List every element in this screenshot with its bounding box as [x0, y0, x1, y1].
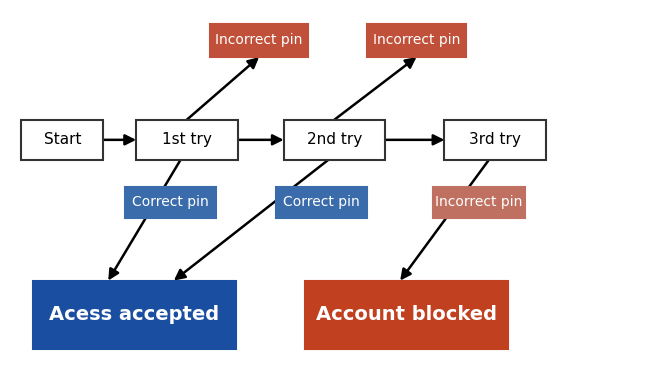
- FancyBboxPatch shape: [136, 120, 237, 160]
- Text: 1st try: 1st try: [162, 132, 212, 147]
- Text: 2nd try: 2nd try: [307, 132, 362, 147]
- FancyBboxPatch shape: [305, 281, 508, 349]
- Text: Incorrect pin: Incorrect pin: [215, 33, 303, 47]
- Text: Start: Start: [43, 132, 81, 147]
- Text: Incorrect pin: Incorrect pin: [435, 195, 523, 209]
- Text: Acess accepted: Acess accepted: [49, 305, 220, 324]
- Text: 3rd try: 3rd try: [469, 132, 522, 147]
- FancyBboxPatch shape: [276, 187, 367, 218]
- Text: Correct pin: Correct pin: [133, 195, 209, 209]
- FancyBboxPatch shape: [125, 187, 216, 218]
- FancyBboxPatch shape: [210, 24, 308, 57]
- FancyBboxPatch shape: [367, 24, 466, 57]
- Text: Account blocked: Account blocked: [316, 305, 497, 324]
- Text: Incorrect pin: Incorrect pin: [373, 33, 461, 47]
- FancyBboxPatch shape: [433, 187, 525, 218]
- FancyBboxPatch shape: [33, 281, 236, 349]
- Text: Correct pin: Correct pin: [283, 195, 359, 209]
- FancyBboxPatch shape: [283, 120, 386, 160]
- FancyBboxPatch shape: [445, 120, 546, 160]
- FancyBboxPatch shape: [21, 120, 104, 160]
